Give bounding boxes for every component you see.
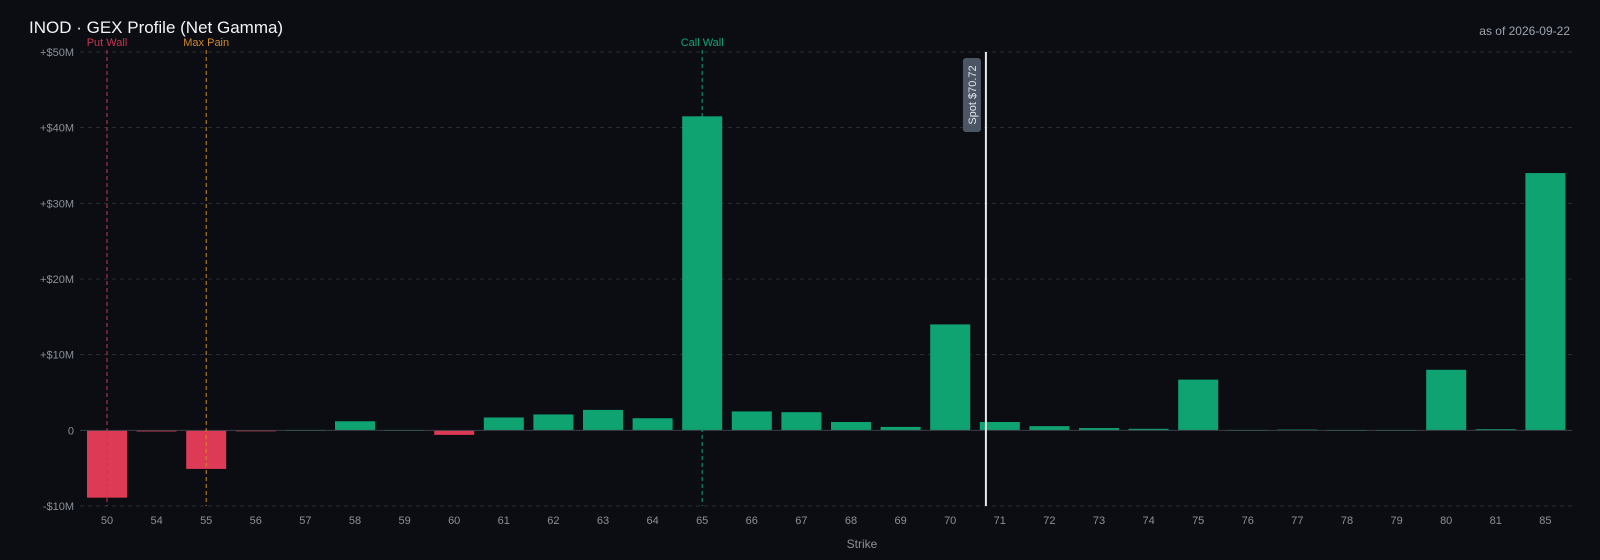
bar-64: [632, 418, 673, 431]
x-tick-label: 72: [1043, 515, 1055, 527]
bar-63: [583, 409, 623, 431]
bar-60: [434, 430, 475, 435]
x-tick-label: 59: [398, 515, 410, 527]
chart-title: INOD · GEX Profile (Net Gamma): [29, 18, 284, 37]
x-tick-label: 81: [1490, 515, 1502, 527]
x-tick-label: 65: [696, 515, 708, 527]
bar-85: [1525, 173, 1566, 431]
bar-67: [781, 412, 822, 431]
grid-lines: [80, 51, 1572, 507]
y-tick-label: -$10M: [43, 501, 74, 513]
bar-75: [1178, 379, 1219, 431]
bar-69: [880, 426, 921, 431]
x-tick-label: 58: [349, 515, 361, 527]
marker-label-put-wall: Put Wall: [87, 37, 128, 49]
bar-68: [831, 422, 871, 431]
bar-66: [731, 411, 772, 431]
x-tick-label: 71: [994, 515, 1006, 527]
bar-72: [1029, 426, 1070, 431]
x-tick-label: 85: [1539, 515, 1551, 527]
x-tick-label: 56: [250, 515, 262, 527]
y-tick-label: +$40M: [40, 123, 74, 135]
level-markers: Put Wall Max Pain Call Wall Spot $70.72: [87, 37, 987, 506]
x-tick-label: 77: [1291, 515, 1303, 527]
bar-81: [1475, 429, 1516, 431]
spot-label: Spot $70.72: [967, 65, 979, 124]
x-tick-label: 66: [746, 515, 758, 527]
y-tick-label: +$10M: [40, 350, 74, 362]
x-tick-label: 79: [1390, 515, 1402, 527]
x-tick-label: 74: [1142, 515, 1154, 527]
x-tick-label: 62: [547, 515, 559, 527]
x-tick-label: 60: [448, 515, 460, 527]
bar-74: [1128, 428, 1169, 431]
x-tick-label: 73: [1093, 515, 1105, 527]
x-tick-label: 67: [795, 515, 807, 527]
x-tick-label: 57: [299, 515, 311, 527]
bar-73: [1079, 428, 1119, 431]
x-tick-label: 68: [845, 515, 857, 527]
x-tick-label: 64: [646, 515, 658, 527]
bar-58: [335, 421, 375, 431]
as-of-date: as of 2026-09-22: [1479, 24, 1570, 38]
y-tick-label: +$30M: [40, 198, 74, 210]
x-tick-label: 70: [944, 515, 956, 527]
x-tick-label: 54: [150, 515, 162, 527]
y-tick-label: +$20M: [40, 274, 74, 286]
y-tick-label: +$50M: [40, 47, 74, 59]
x-tick-label: 50: [101, 515, 113, 527]
x-axis-ticks: 50 54 55 56 57 58 59 60 61 62 63 64 65 66 67 68 69 70 71 72…: [101, 515, 1552, 527]
bar-54: [136, 430, 177, 432]
bar-61: [483, 417, 524, 431]
y-tick-label: 0: [68, 425, 74, 437]
bars: [87, 116, 1566, 498]
x-tick-label: 61: [498, 515, 510, 527]
spot-label-box: [962, 58, 981, 132]
x-tick-label: 76: [1242, 515, 1254, 527]
x-tick-label: 75: [1192, 515, 1204, 527]
x-axis-label: Strike: [847, 537, 878, 551]
marker-label-call-wall: Call Wall: [681, 37, 724, 49]
x-tick-label: 78: [1341, 515, 1353, 527]
bar-80: [1426, 369, 1467, 431]
x-tick-label: 69: [894, 515, 906, 527]
x-tick-label: 63: [597, 515, 609, 527]
marker-label-max-pain: Max Pain: [183, 37, 229, 49]
y-axis-ticks: +$50M +$40M +$30M +$20M +$10M 0 -$10M: [40, 47, 74, 513]
x-tick-label: 80: [1440, 515, 1452, 527]
x-tick-label: 55: [200, 515, 212, 527]
bar-62: [533, 414, 574, 431]
bar-65: [682, 116, 723, 431]
bar-70: [930, 324, 971, 431]
bar-71: [979, 422, 1020, 431]
